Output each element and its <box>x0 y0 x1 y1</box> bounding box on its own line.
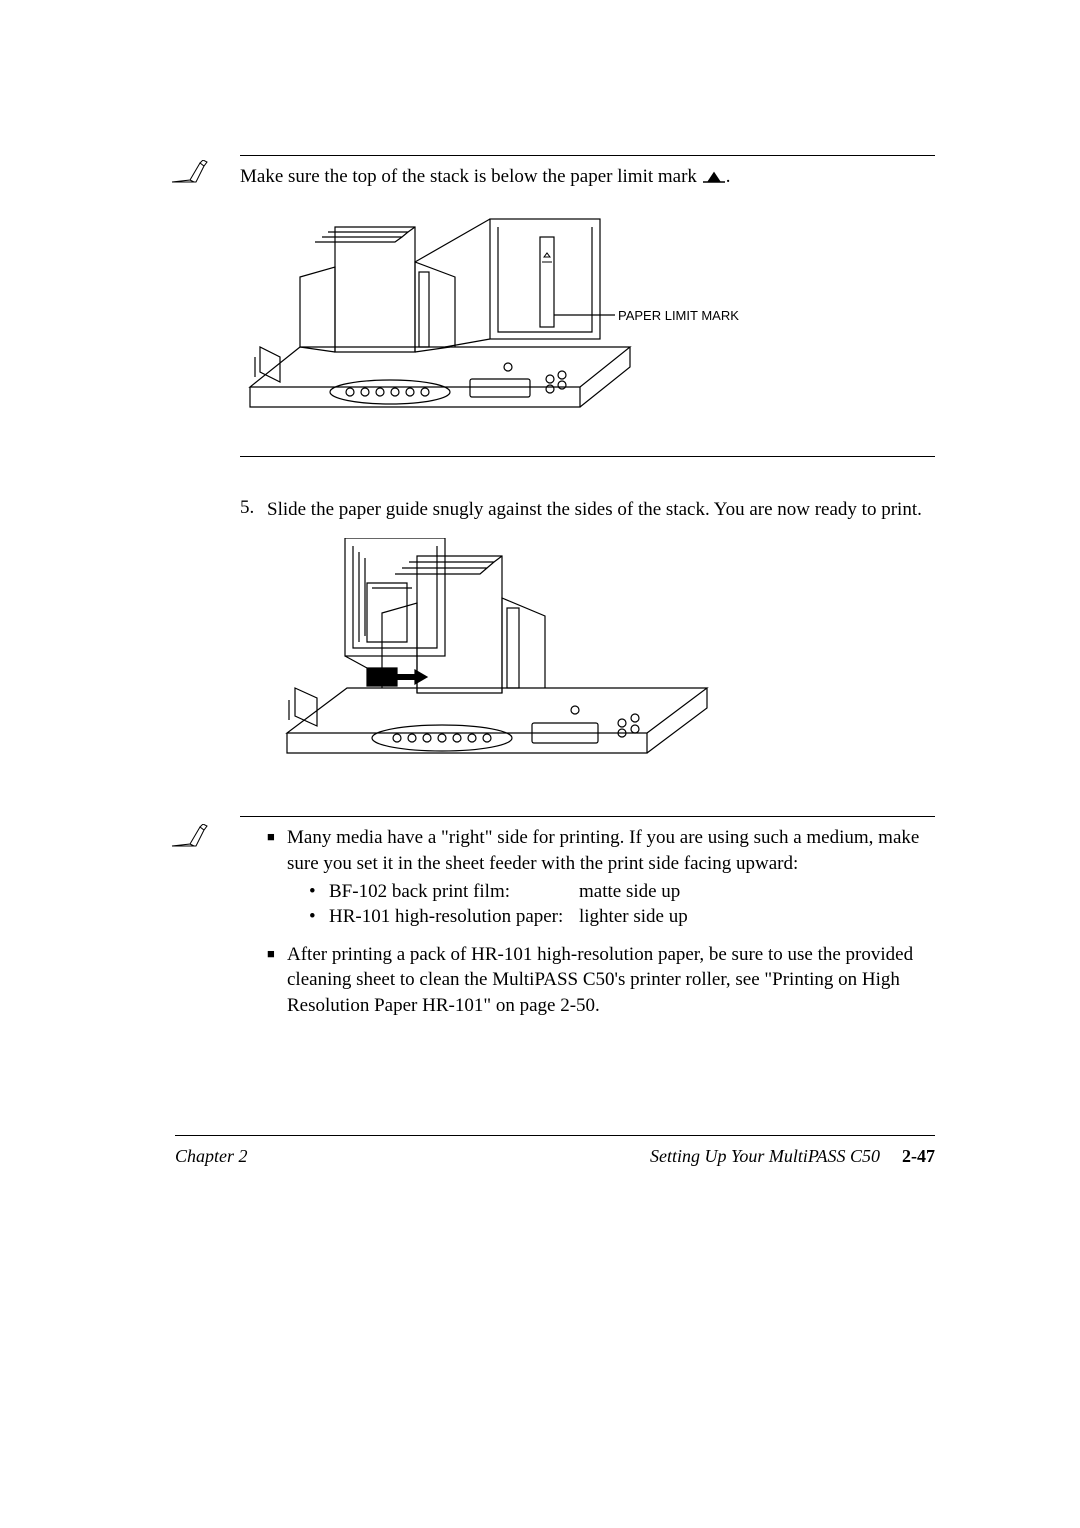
bullet-marker-icon: ■ <box>267 825 287 930</box>
illustration-paper-guide <box>267 538 935 788</box>
sub-label-1: BF-102 back print film: <box>329 879 579 905</box>
bullet-marker-icon: ■ <box>267 942 287 1019</box>
sub-bullet-marker: • <box>309 879 329 905</box>
sub-value-2: lighter side up <box>579 904 688 930</box>
footer-chapter: Chapter 2 <box>175 1146 248 1167</box>
bullet-text-2: After printing a pack of HR-101 high-res… <box>287 942 935 1019</box>
step-number: 5. <box>240 497 267 523</box>
note1-prefix: Make sure the top of the stack is below … <box>240 166 702 187</box>
pencil-note-icon <box>170 824 212 855</box>
bullet-text-1: Many media have a "right" side for print… <box>287 827 919 874</box>
sub-bullet-marker: • <box>309 904 329 930</box>
section-rule <box>240 155 935 156</box>
sub-label-2: HR-101 high-resolution paper: <box>329 904 579 930</box>
paper-limit-mark-icon <box>702 166 726 193</box>
callout-label: PAPER LIMIT MARK <box>618 308 739 323</box>
step-text: Slide the paper guide snugly against the… <box>267 497 922 523</box>
footer-title: Setting Up Your MultiPASS C50 <box>650 1146 880 1166</box>
note-text-1: Make sure the top of the stack is below … <box>240 164 935 193</box>
illustration-paper-limit: PAPER LIMIT MARK <box>240 207 935 442</box>
footer-rule <box>175 1135 935 1136</box>
pencil-note-icon <box>170 160 212 191</box>
section-rule <box>240 816 935 817</box>
note1-suffix: . <box>726 166 731 187</box>
footer-right: Setting Up Your MultiPASS C50 2-47 <box>650 1146 935 1167</box>
section-rule-bottom <box>240 456 935 457</box>
footer-page-number: 2-47 <box>902 1146 935 1166</box>
sub-value-1: matte side up <box>579 879 680 905</box>
